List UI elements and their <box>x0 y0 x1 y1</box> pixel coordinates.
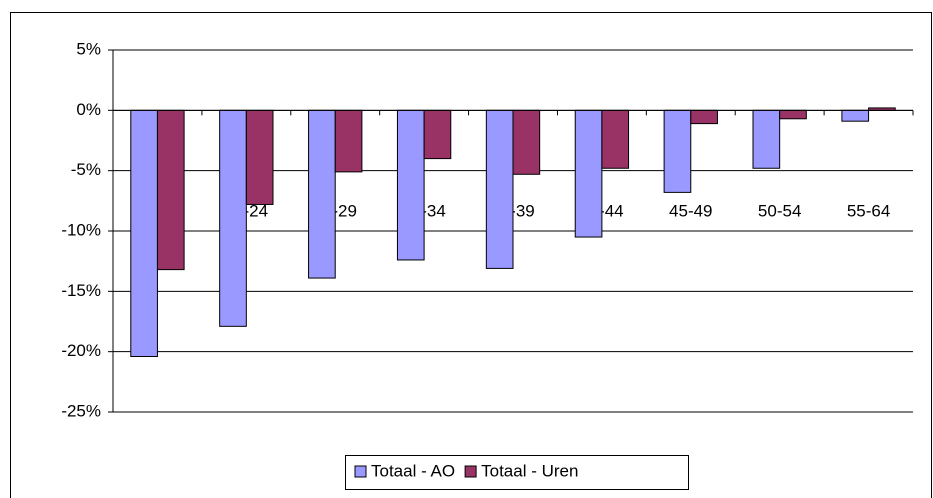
bar <box>779 109 807 120</box>
bar <box>512 109 541 175</box>
y-tick-label: -15% <box>61 281 101 300</box>
bar <box>334 109 363 173</box>
y-tick-label: -25% <box>61 401 101 420</box>
bar <box>308 109 336 279</box>
y-tick-label: -10% <box>61 220 101 239</box>
bar <box>574 109 603 238</box>
x-tick-label: 50-54 <box>758 201 801 220</box>
legend-swatch <box>464 465 477 478</box>
y-tick-label: 0% <box>76 100 101 119</box>
bar <box>423 109 452 160</box>
bar <box>752 109 781 169</box>
legend: Totaal - AO Totaal - Uren <box>345 455 689 490</box>
y-tick-label: 5% <box>76 39 101 58</box>
bar <box>130 109 158 357</box>
bar <box>485 109 514 269</box>
legend-label: Totaal - AO <box>371 461 455 480</box>
bar <box>601 109 630 169</box>
x-tick-label: 55-64 <box>847 201 890 220</box>
bar <box>245 109 274 205</box>
legend-box <box>345 455 689 490</box>
x-tick-label: 45-49 <box>669 201 712 220</box>
legend-label: Totaal - Uren <box>481 461 578 480</box>
bar <box>841 109 870 122</box>
bar <box>156 109 185 271</box>
y-tick-label: -5% <box>71 160 101 179</box>
bar <box>690 109 718 125</box>
y-tick-label: -20% <box>61 341 101 360</box>
bar <box>396 109 425 261</box>
bar <box>219 109 247 327</box>
legend-swatch <box>354 465 367 478</box>
bar <box>663 109 692 193</box>
